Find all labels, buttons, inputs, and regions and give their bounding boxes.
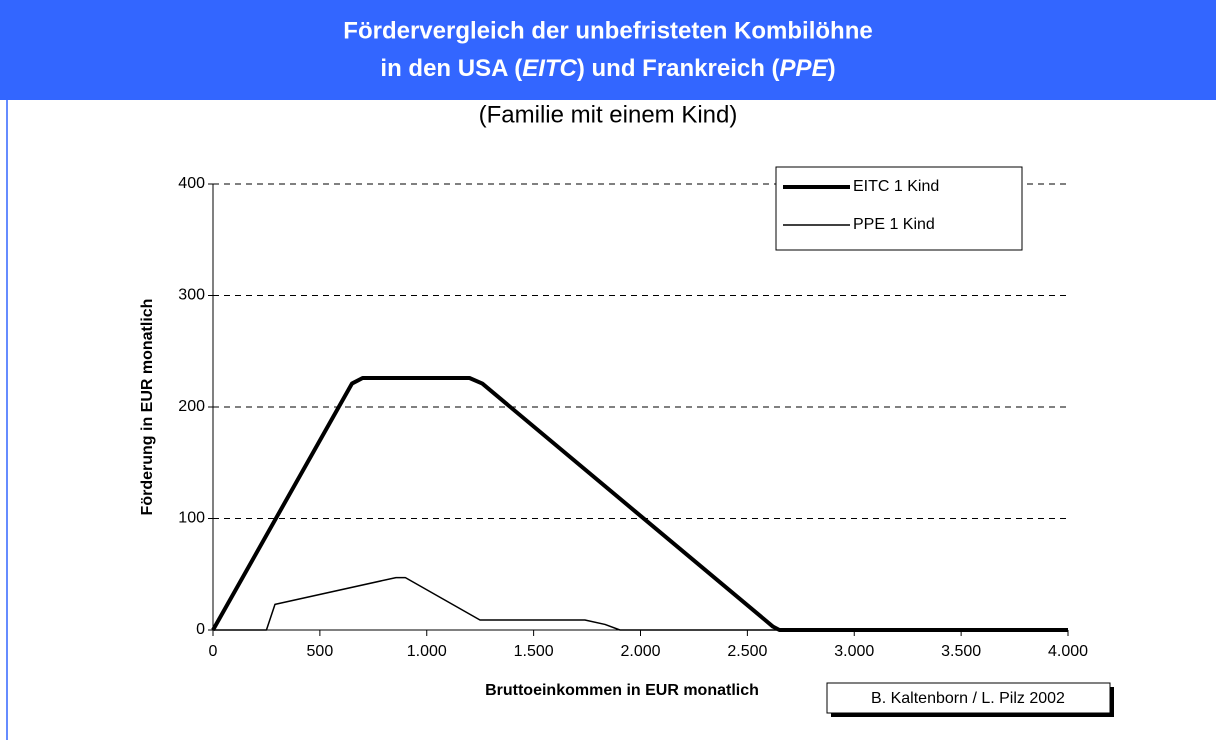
x-tick-label: 2.500 <box>727 643 767 660</box>
x-axis-label: Bruttoeinkommen in EUR monatlich <box>485 682 759 699</box>
y-axis-label: Förderung in EUR monatlich <box>139 299 156 516</box>
y-tick-label: 200 <box>178 398 205 415</box>
y-tick-label: 300 <box>178 287 205 304</box>
legend-box <box>775 166 1023 251</box>
line-series <box>211 376 1068 632</box>
line-series <box>213 576 1068 631</box>
subtitle: (Familie mit einem Kind) <box>479 101 738 128</box>
x-tick-label: 2.000 <box>620 643 660 660</box>
header-band <box>0 0 1216 100</box>
x-tick-label: 4.000 <box>1048 643 1088 660</box>
x-tick-label: 500 <box>307 643 334 660</box>
y-tick-label: 400 <box>178 175 205 192</box>
x-tick-label: 3.000 <box>834 643 874 660</box>
legend-label: EITC 1 Kind <box>853 178 939 195</box>
title-part: in den USA ( <box>380 55 522 82</box>
chart-title-line2: in den USA (EITC) und Frankreich (PPE) <box>380 55 835 82</box>
x-tick-label: 0 <box>209 643 218 660</box>
x-tick-label: 3.500 <box>941 643 981 660</box>
title-part: ) und Frankreich ( <box>577 55 780 82</box>
title-part: PPE <box>780 55 829 82</box>
source-box <box>826 682 1111 714</box>
legend-label: PPE 1 Kind <box>853 216 935 233</box>
x-tick-label: 1.000 <box>407 643 447 660</box>
y-tick-label: 100 <box>178 510 205 527</box>
source: B. Kaltenborn / L. Pilz 2002 <box>871 690 1065 707</box>
chart-title: Fördervergleich der unbefristeten Kombil… <box>343 17 872 44</box>
x-tick-label: 1.500 <box>514 643 554 660</box>
title-part: ) <box>828 55 836 82</box>
y-tick-label: 0 <box>196 621 205 638</box>
title-part: EITC <box>522 55 577 82</box>
